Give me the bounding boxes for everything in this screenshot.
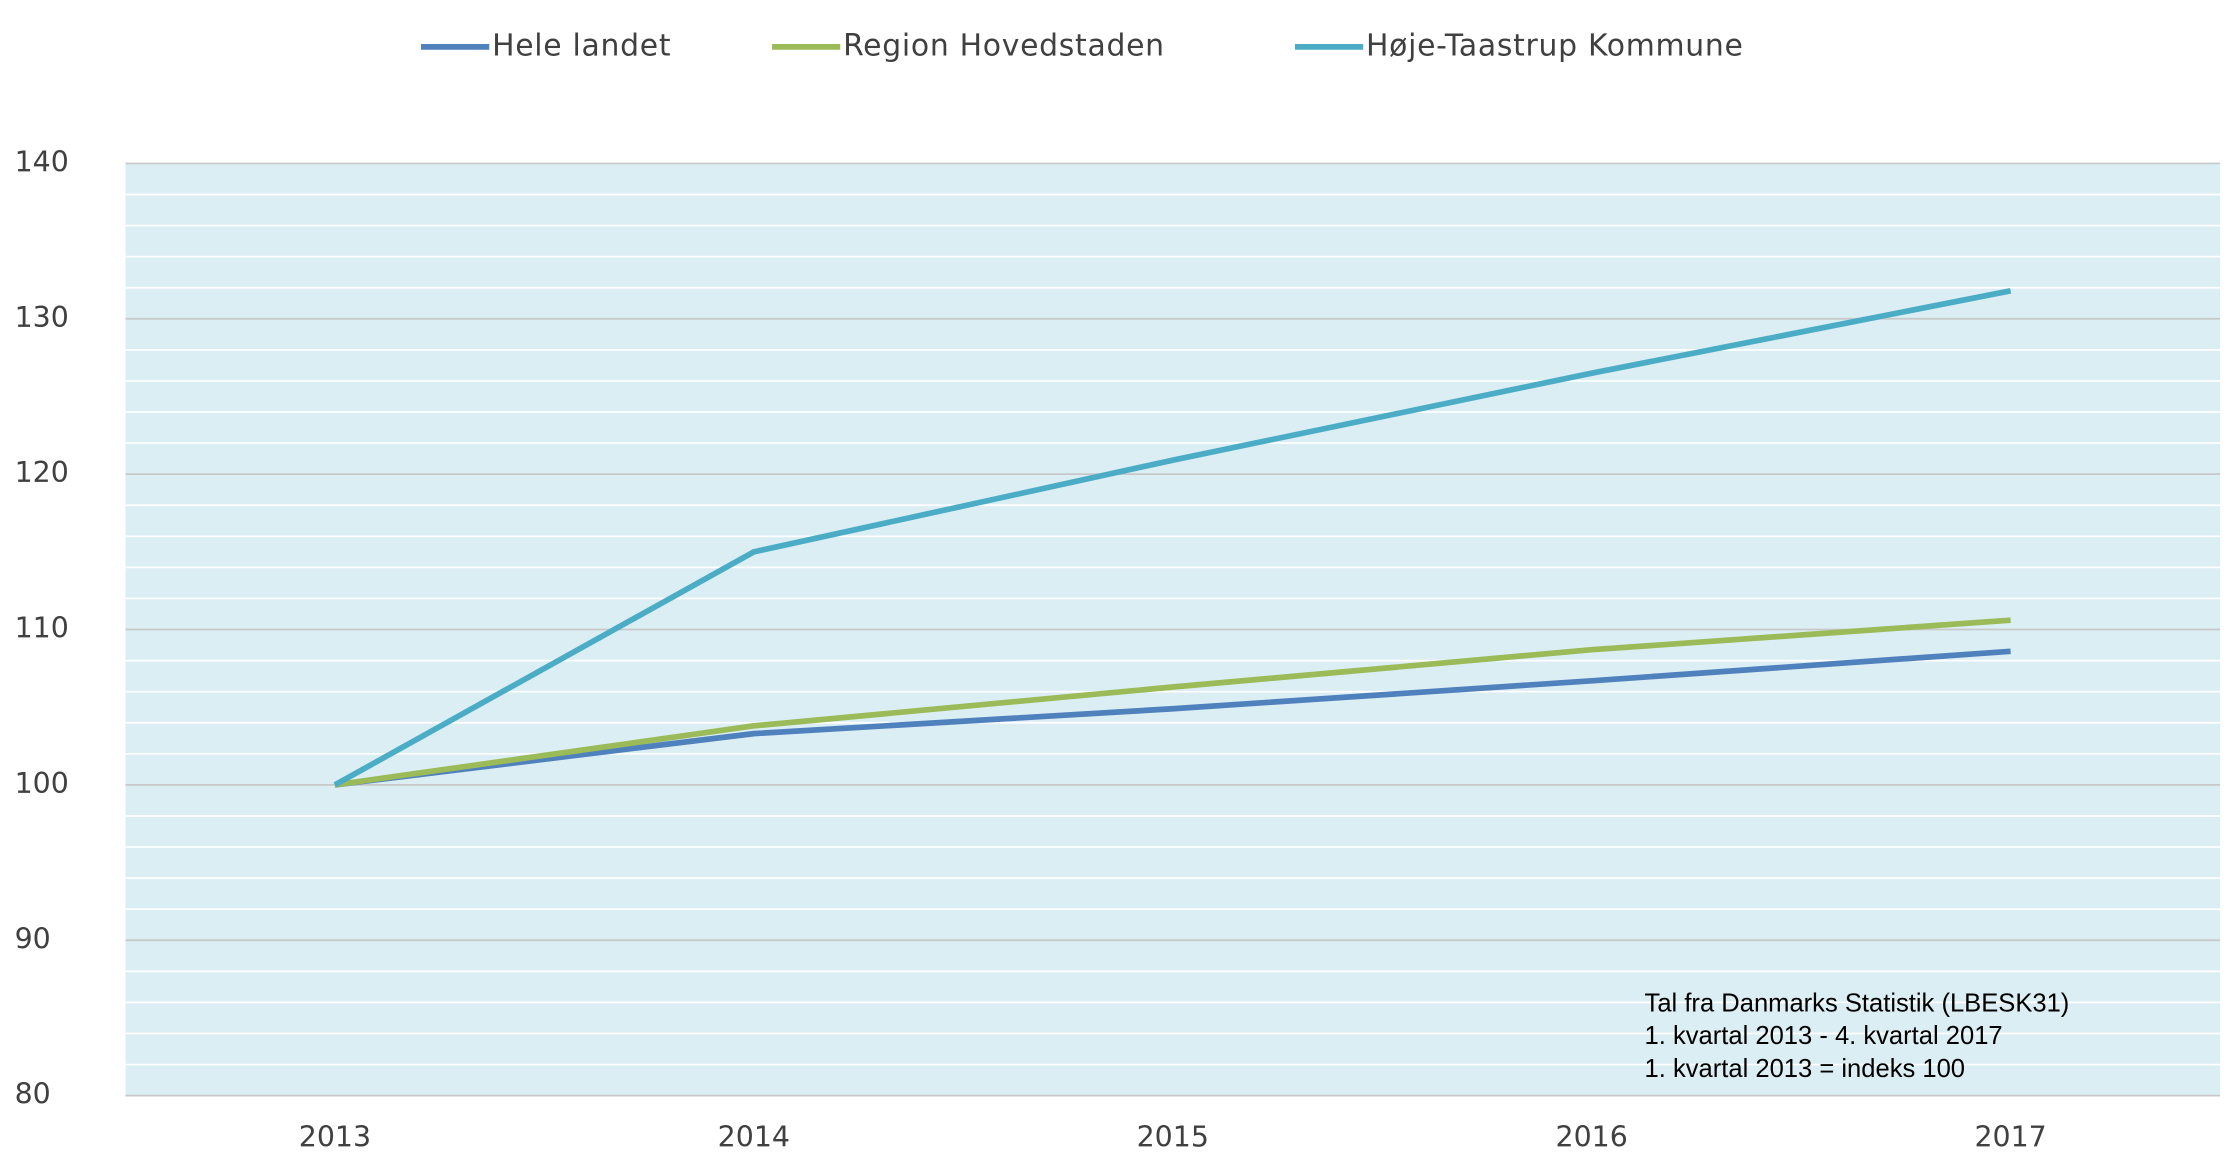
series-line: [333, 288, 2012, 788]
legend-label: Hele landet: [492, 28, 671, 63]
y-tick-label: 110: [15, 612, 69, 645]
y-tick-label: 90: [15, 922, 51, 955]
legend-label: Høje-Taastrup Kommune: [1366, 28, 1744, 63]
x-tick-label: 2017: [1974, 1120, 2046, 1153]
y-tick-label: 100: [15, 767, 69, 800]
series-line: [334, 617, 2011, 788]
annotation: 1. kvartal 2013 - 4. kvartal 2017: [1645, 1022, 2003, 1050]
y-tick-label: 80: [15, 1078, 51, 1111]
series-line: [334, 648, 2011, 788]
y-tick-label: 120: [15, 456, 69, 489]
y-tick-label: 140: [15, 145, 69, 178]
x-tick-label: 2014: [718, 1120, 790, 1153]
x-tick-label: 2013: [299, 1120, 371, 1153]
y-tick-label: 130: [15, 301, 69, 334]
annotation: 1. kvartal 2013 = indeks 100: [1645, 1055, 1965, 1083]
x-tick-label: 2016: [1556, 1120, 1628, 1153]
annotation: Tal fra Danmarks Statistik (LBESK31): [1645, 989, 2070, 1017]
x-tick-label: 2015: [1137, 1120, 1209, 1153]
legend-label: Region Hovedstaden: [843, 28, 1165, 63]
